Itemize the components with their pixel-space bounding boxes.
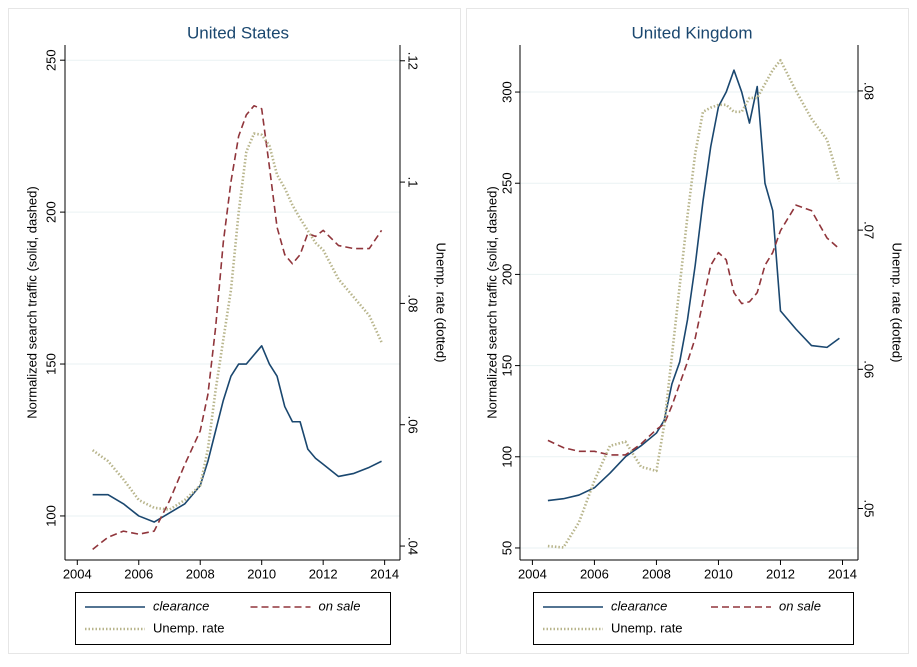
x-tick-label: 2008 bbox=[186, 566, 215, 581]
x-tick-label: 2004 bbox=[518, 566, 547, 581]
y-tick-label: 250 bbox=[43, 49, 58, 71]
legend-label: on sale bbox=[319, 598, 361, 613]
y2-tick-label: .08 bbox=[406, 294, 421, 312]
y2-tick-label: .07 bbox=[862, 221, 877, 239]
y-tick-label: 200 bbox=[43, 201, 58, 223]
y2-tick-label: .1 bbox=[406, 177, 421, 188]
y2-tick-label: .06 bbox=[862, 360, 877, 378]
legend-label: clearance bbox=[153, 598, 209, 613]
panel-frame bbox=[8, 8, 461, 654]
y-tick-label: 100 bbox=[43, 505, 58, 527]
series-line bbox=[91, 132, 383, 511]
x-tick-label: 2010 bbox=[704, 566, 733, 581]
y-tick-label: 250 bbox=[499, 172, 514, 194]
y-tick-label: 300 bbox=[499, 81, 514, 103]
y-tick-label: 100 bbox=[499, 446, 514, 468]
y-axis-label: Normalized search traffic (solid, dashed… bbox=[484, 186, 499, 418]
series-line bbox=[547, 69, 840, 502]
x-tick-label: 2006 bbox=[580, 566, 609, 581]
legend-label: clearance bbox=[611, 598, 667, 613]
x-tick-label: 2012 bbox=[309, 566, 338, 581]
x-tick-label: 2006 bbox=[124, 566, 153, 581]
y-axis-label: Normalized search traffic (solid, dashed… bbox=[24, 186, 39, 418]
y-tick-label: 150 bbox=[499, 355, 514, 377]
panel-frame bbox=[466, 8, 909, 654]
legend-label: Unemp. rate bbox=[611, 620, 683, 635]
chart-title: United States bbox=[187, 23, 289, 42]
y2-tick-label: .06 bbox=[406, 416, 421, 434]
y2-tick-label: .04 bbox=[406, 537, 421, 555]
legend-label: Unemp. rate bbox=[153, 620, 225, 635]
x-tick-label: 2014 bbox=[828, 566, 857, 581]
y-tick-label: 200 bbox=[499, 264, 514, 286]
legend-box bbox=[75, 592, 391, 645]
y2-axis-label: Unemp. rate (dotted) bbox=[434, 243, 449, 363]
chart-title: United Kingdom bbox=[632, 23, 753, 42]
y2-tick-label: .05 bbox=[862, 499, 877, 517]
series-line bbox=[547, 204, 840, 456]
y2-tick-label: .08 bbox=[862, 82, 877, 100]
x-tick-label: 2008 bbox=[642, 566, 671, 581]
y2-axis-label: Unemp. rate (dotted) bbox=[890, 243, 905, 363]
y2-tick-label: .12 bbox=[406, 52, 421, 70]
x-tick-label: 2012 bbox=[766, 566, 795, 581]
x-tick-label: 2010 bbox=[247, 566, 276, 581]
legend-box bbox=[533, 592, 854, 645]
x-tick-label: 2014 bbox=[370, 566, 399, 581]
x-tick-label: 2004 bbox=[63, 566, 92, 581]
legend-label: on sale bbox=[779, 598, 821, 613]
y-tick-label: 150 bbox=[43, 353, 58, 375]
y-tick-label: 50 bbox=[499, 541, 514, 555]
